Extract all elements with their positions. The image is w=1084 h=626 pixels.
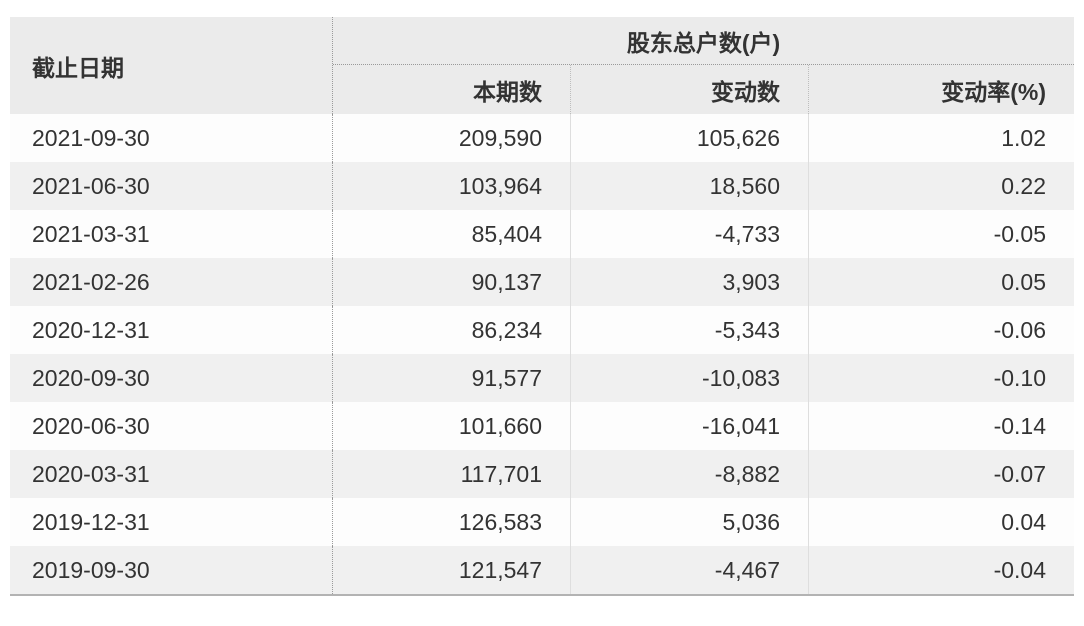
table-row: 2021-06-30 103,964 18,560 0.22	[10, 162, 1074, 210]
column-header-current: 本期数	[473, 78, 542, 105]
table-row: 2021-09-30 209,590 105,626 1.02	[10, 114, 1074, 162]
rate-cell: 0.05	[808, 258, 1074, 306]
date-cell: 2019-12-31	[10, 498, 333, 546]
rate-cell: 1.02	[808, 114, 1074, 162]
date-cell: 2020-09-30	[10, 354, 333, 402]
date-cell: 2021-03-31	[10, 210, 333, 258]
table-row: 2020-03-31 117,701 -8,882 -0.07	[10, 450, 1074, 498]
rate-cell: -0.06	[808, 306, 1074, 354]
table-row: 2021-03-31 85,404 -4,733 -0.05	[10, 210, 1074, 258]
change-cell: 3,903	[570, 258, 808, 306]
date-cell: 2019-09-30	[10, 546, 333, 594]
change-cell: -8,882	[570, 450, 808, 498]
column-header-change: 变动数	[570, 65, 808, 114]
rate-cell: 0.04	[808, 498, 1074, 546]
current-count-cell: 85,404	[471, 220, 542, 247]
change-cell: 18,560	[570, 162, 808, 210]
current-count-cell: 86,234	[471, 316, 542, 343]
table-row: 2019-12-31 126,583 5,036 0.04	[10, 498, 1074, 546]
current-count-cell: 103,964	[458, 172, 542, 199]
table-row: 2019-09-30 121,547 -4,467 -0.04	[10, 546, 1074, 594]
change-cell: -10,083	[570, 354, 808, 402]
date-cell: 2021-02-26	[10, 258, 333, 306]
current-count-cell: 90,137	[471, 268, 542, 295]
rate-cell: -0.14	[808, 402, 1074, 450]
date-cell: 2020-06-30	[10, 402, 333, 450]
rate-cell: -0.07	[808, 450, 1074, 498]
rate-cell: -0.04	[808, 546, 1074, 594]
current-count-cell: 209,590	[458, 124, 542, 151]
current-count-cell: 117,701	[460, 460, 542, 487]
table-row: 2020-06-30 101,660 -16,041 -0.14	[10, 402, 1074, 450]
current-count-cell: 126,583	[458, 508, 542, 535]
date-cell: 2021-06-30	[10, 162, 333, 210]
shareholder-count-table: 截止日期 股东总户数(户) 本期数 变动数 变动率(%) 2021-09-30 …	[10, 17, 1074, 596]
table-header: 截止日期 股东总户数(户) 本期数 变动数 变动率(%)	[10, 17, 1074, 114]
current-count-cell: 101,660	[458, 412, 542, 439]
rate-cell: -0.05	[808, 210, 1074, 258]
table-row: 2021-02-26 90,137 3,903 0.05	[10, 258, 1074, 306]
rate-cell: 0.22	[808, 162, 1074, 210]
date-cell: 2020-03-31	[10, 450, 333, 498]
change-cell: -4,467	[570, 546, 808, 594]
rate-cell: -0.10	[808, 354, 1074, 402]
date-cell: 2020-12-31	[10, 306, 333, 354]
current-count-cell: 91,577	[471, 364, 542, 391]
date-cell: 2021-09-30	[10, 114, 333, 162]
sub-header-row: 本期数 变动数 变动率(%)	[333, 65, 1074, 114]
column-header-date: 截止日期	[10, 17, 333, 114]
table-row: 2020-12-31 86,234 -5,343 -0.06	[10, 306, 1074, 354]
table-body: 2021-09-30 209,590 105,626 1.02 2021-06-…	[10, 114, 1074, 594]
table-row: 2020-09-30 91,577 -10,083 -0.10	[10, 354, 1074, 402]
change-cell: 105,626	[570, 114, 808, 162]
group-header-total-shareholders: 股东总户数(户)	[333, 17, 1074, 65]
change-cell: 5,036	[570, 498, 808, 546]
header-right-block: 股东总户数(户) 本期数 变动数 变动率(%)	[333, 17, 1074, 114]
change-cell: -4,733	[570, 210, 808, 258]
current-count-cell: 121,547	[458, 556, 542, 583]
change-cell: -5,343	[570, 306, 808, 354]
column-header-rate: 变动率(%)	[808, 65, 1074, 114]
change-cell: -16,041	[570, 402, 808, 450]
